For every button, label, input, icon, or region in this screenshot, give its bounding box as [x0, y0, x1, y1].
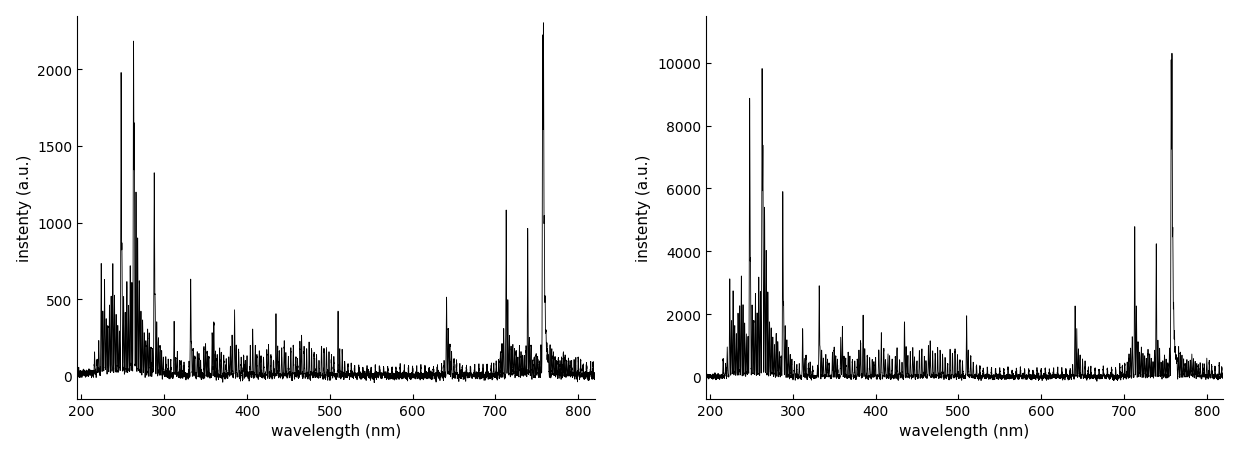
X-axis label: wavelength (nm): wavelength (nm)	[899, 424, 1029, 438]
X-axis label: wavelength (nm): wavelength (nm)	[270, 424, 401, 438]
Y-axis label: instenty (a.u.): instenty (a.u.)	[16, 154, 32, 262]
Y-axis label: instenty (a.u.): instenty (a.u.)	[636, 154, 651, 262]
